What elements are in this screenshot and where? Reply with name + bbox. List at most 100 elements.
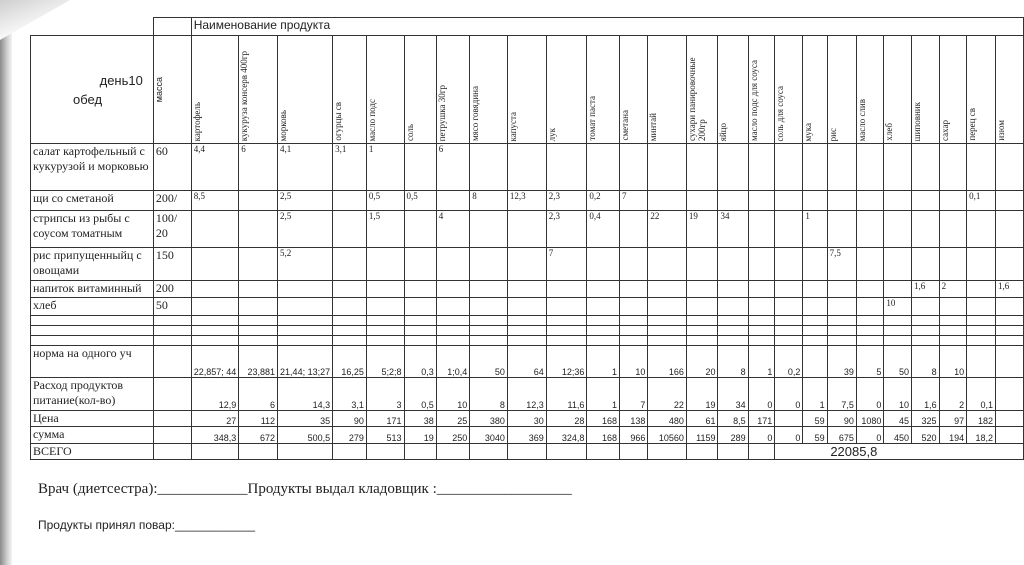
quantity-cell xyxy=(332,297,367,316)
summary-value: 369 xyxy=(506,426,547,444)
summary-value: 27 xyxy=(190,410,240,427)
summary-value: 45 xyxy=(883,410,912,427)
column-header-label: капуста xyxy=(507,111,518,141)
summary-value: 35 xyxy=(277,410,334,427)
column-header: капуста xyxy=(506,35,547,144)
quantity-cell: 1 xyxy=(802,210,828,248)
quantity-cell xyxy=(802,190,828,211)
empty-cell xyxy=(685,335,719,346)
empty-cell xyxy=(365,325,405,336)
empty-cell xyxy=(152,443,192,460)
summary-value: 50 xyxy=(469,345,508,378)
dish-name: салат картофельный с кукурузой и морковь… xyxy=(30,143,154,191)
empty-cell xyxy=(190,335,240,346)
summary-value: 182 xyxy=(966,410,996,427)
column-header-label: яйцо xyxy=(718,122,729,141)
quantity-cell xyxy=(506,280,547,298)
mass-header: масса xyxy=(152,35,192,144)
summary-value: 279 xyxy=(332,426,367,444)
quantity-cell xyxy=(469,297,508,316)
column-header-label: томат паста xyxy=(587,96,598,141)
summary-value: 0,1 xyxy=(966,377,996,411)
quantity-cell xyxy=(911,190,940,211)
quantity-cell xyxy=(911,143,940,191)
empty-cell xyxy=(332,335,367,346)
column-header: перец св xyxy=(966,35,996,144)
quantity-cell: 19 xyxy=(685,210,719,248)
quantity-cell: 7 xyxy=(545,247,588,281)
quantity-cell xyxy=(802,143,828,191)
summary-value: 1159 xyxy=(685,426,719,444)
summary-value: 0 xyxy=(774,426,804,444)
quantity-cell xyxy=(855,247,885,281)
summary-value: 1 xyxy=(802,377,828,411)
column-header-label: сухари панировочные 200гр xyxy=(686,57,707,141)
quantity-cell: 8,5 xyxy=(190,190,240,211)
empty-cell xyxy=(994,315,1024,326)
quantity-cell xyxy=(403,280,437,298)
empty-cell xyxy=(435,315,471,326)
empty-cell xyxy=(685,325,719,336)
dish-row: рис припущенныйц с овощами 150 5,2 7 7,5 xyxy=(30,247,1024,281)
empty-cell xyxy=(545,325,588,336)
quantity-cell xyxy=(717,190,749,211)
quantity-cell: 6 xyxy=(238,143,279,191)
summary-value: 450 xyxy=(883,426,912,444)
empty-cell xyxy=(545,335,588,346)
quantity-cell xyxy=(855,280,885,298)
empty-cell xyxy=(826,335,857,346)
quantity-cell xyxy=(966,280,996,298)
quantity-cell xyxy=(618,210,649,248)
empty-cell xyxy=(277,315,334,326)
empty-cell xyxy=(586,335,620,346)
empty-cell xyxy=(190,443,240,460)
quantity-cell xyxy=(238,190,279,211)
column-header-label: кукуруза консерв 400гр xyxy=(239,50,250,141)
summary-value: 12,3 xyxy=(506,377,547,411)
quantity-cell xyxy=(647,190,687,211)
empty-cell xyxy=(586,325,620,336)
empty-cell xyxy=(152,335,192,346)
empty-cell xyxy=(717,443,749,460)
summary-value: 1;0,4 xyxy=(435,345,471,378)
quantity-cell xyxy=(994,210,1024,248)
quantity-cell xyxy=(747,280,776,298)
summary-value: 7 xyxy=(618,377,649,411)
empty-cell xyxy=(545,443,588,460)
empty-cell xyxy=(994,335,1024,346)
summary-value: 12;36 xyxy=(545,345,588,378)
quantity-cell xyxy=(883,190,912,211)
quantity-cell: 6 xyxy=(435,143,471,191)
summary-value: 112 xyxy=(238,410,279,427)
quantity-cell xyxy=(855,210,885,248)
summary-value: 1080 xyxy=(855,410,885,427)
empty-cell xyxy=(365,315,405,326)
quantity-cell xyxy=(586,297,620,316)
quantity-cell: 2,5 xyxy=(277,190,334,211)
column-header: хлеб xyxy=(883,35,912,144)
empty-cell xyxy=(938,335,968,346)
quantity-cell xyxy=(506,210,547,248)
summary-value: 10 xyxy=(938,345,968,378)
column-header: сметана xyxy=(618,35,649,144)
quantity-cell xyxy=(685,143,719,191)
quantity-cell xyxy=(545,280,588,298)
empty-cell xyxy=(618,315,649,326)
empty-cell xyxy=(30,315,154,326)
quantity-cell xyxy=(365,247,405,281)
quantity-cell xyxy=(966,247,996,281)
summary-value: 8 xyxy=(911,345,940,378)
summary-value: 520 xyxy=(911,426,940,444)
empty-cell xyxy=(618,443,649,460)
empty-cell xyxy=(938,325,968,336)
summary-value: 0,5 xyxy=(403,377,437,411)
empty-row xyxy=(30,335,1024,346)
quantity-cell xyxy=(618,247,649,281)
quantity-cell xyxy=(774,190,804,211)
meal-label: обед xyxy=(73,91,103,107)
empty-cell xyxy=(238,325,279,336)
quantity-cell: 34 xyxy=(717,210,749,248)
empty-cell xyxy=(586,315,620,326)
quantity-cell xyxy=(365,280,405,298)
summary-value: 500,5 xyxy=(277,426,334,444)
